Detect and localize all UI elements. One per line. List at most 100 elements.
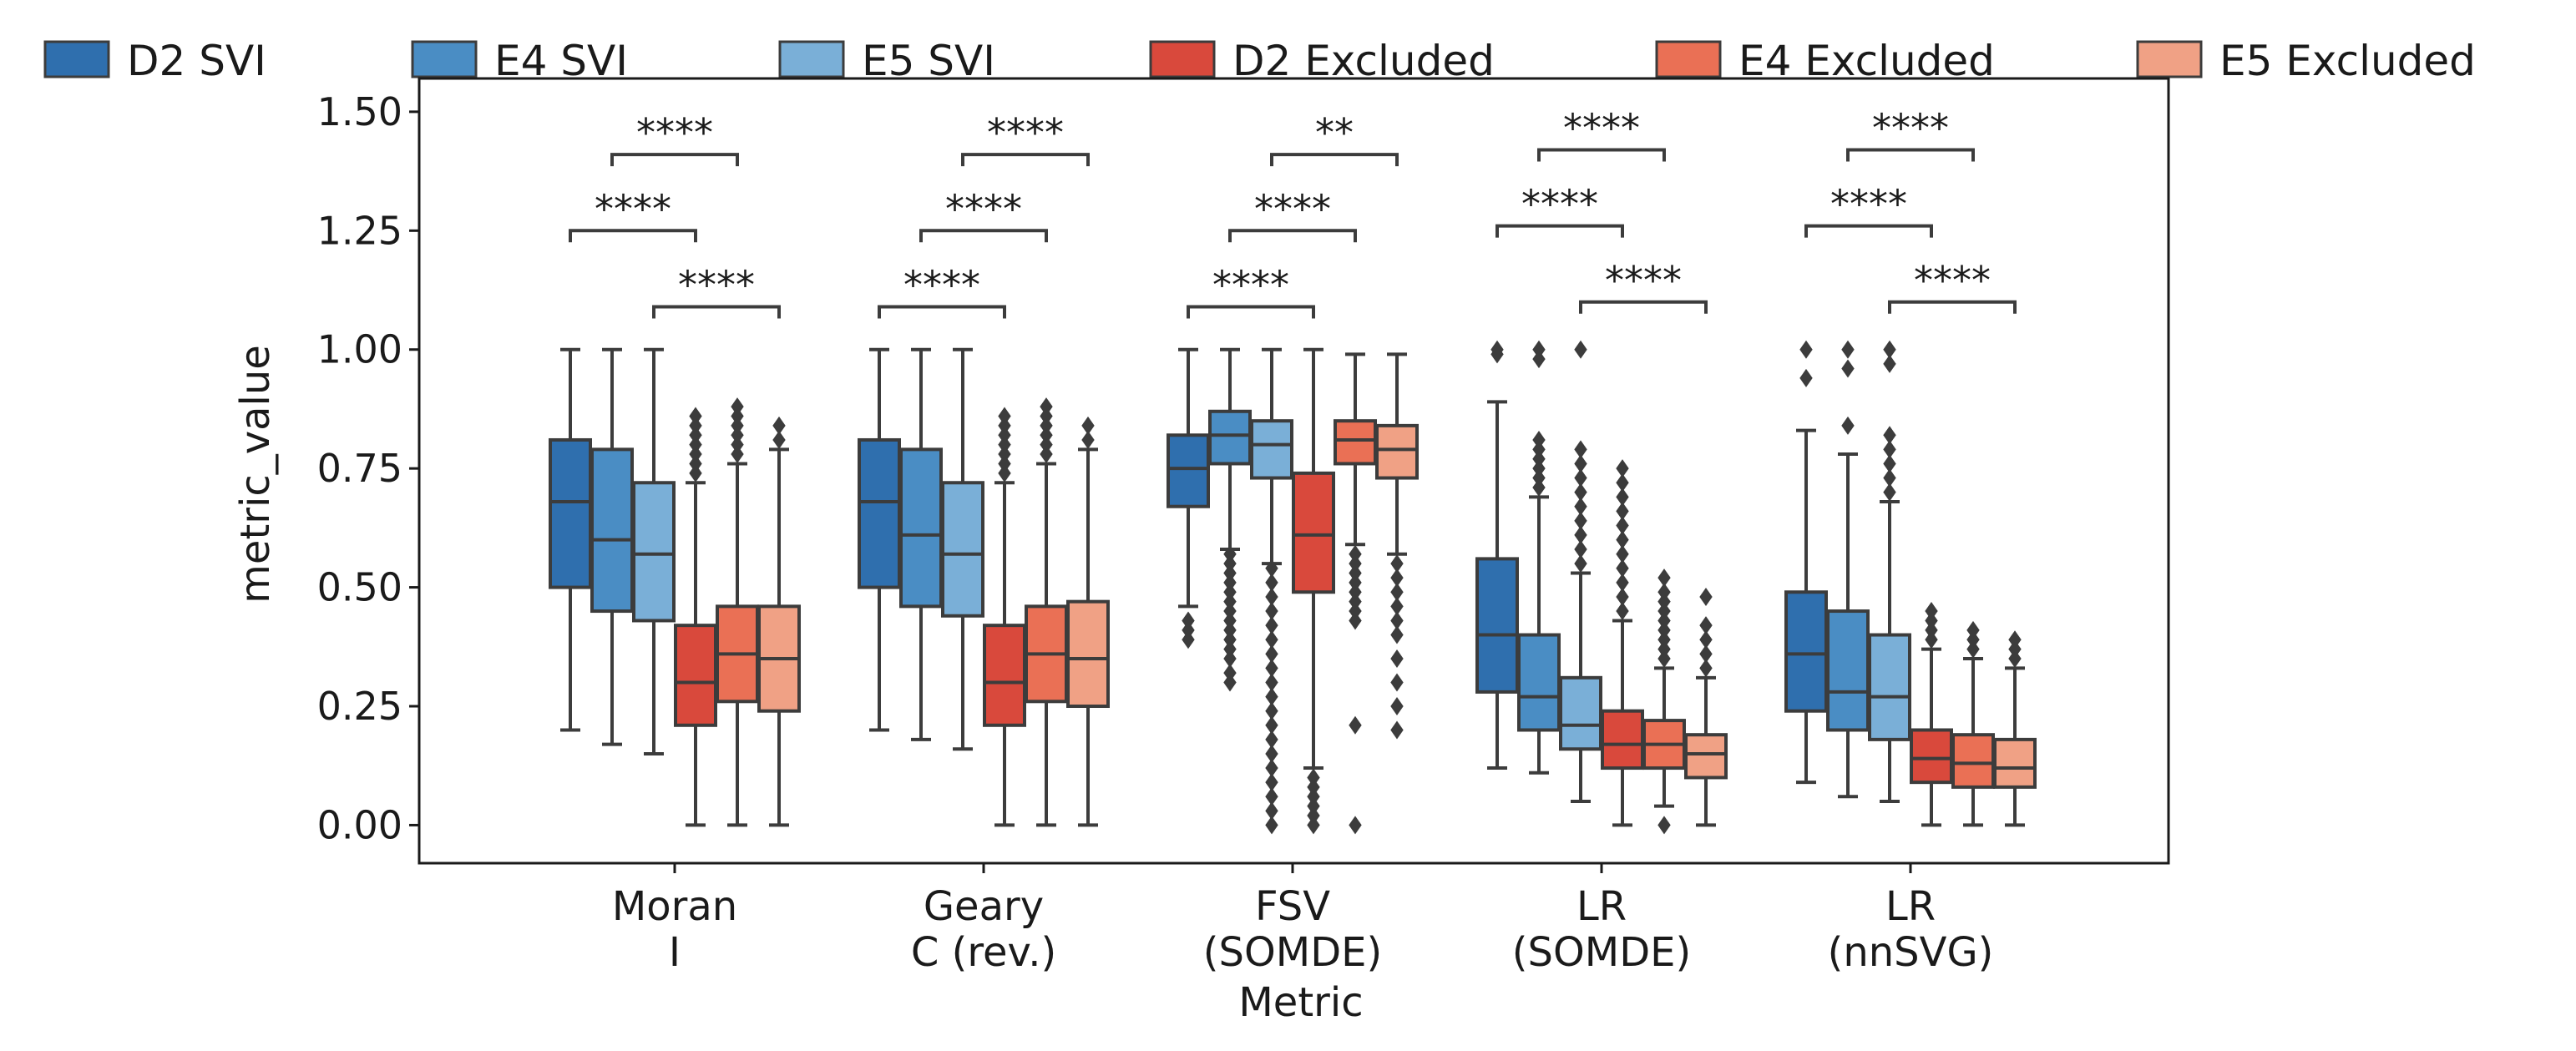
outlier-point <box>1040 416 1053 435</box>
outlier-point <box>1223 544 1237 563</box>
significance-label: **** <box>1872 105 1949 150</box>
outlier-point <box>731 426 744 445</box>
significance-bracket <box>961 153 1090 167</box>
outlier-point <box>1883 426 1896 445</box>
box-d2-excluded <box>983 407 1026 827</box>
box-iqr <box>899 447 943 609</box>
outlier-point <box>1307 777 1320 796</box>
y-tick-label: 0.25 <box>317 684 402 729</box>
outlier-point <box>1574 540 1587 558</box>
outlier-point <box>1390 611 1404 630</box>
box-e4-excluded <box>716 397 759 827</box>
outlier-point <box>1223 611 1237 630</box>
outlier-point <box>1966 620 1980 639</box>
x-tick-label-line2: C (rev.) <box>911 929 1056 976</box>
box-iqr <box>1375 423 1419 480</box>
box-iqr <box>1517 633 1561 732</box>
outlier-point <box>1616 502 1629 521</box>
outlier-point <box>1966 639 1980 659</box>
x-tick-label-line1: Geary <box>924 883 1044 930</box>
outlier-point <box>1223 563 1237 583</box>
outlier-point <box>1657 602 1671 621</box>
significance-label: **** <box>1914 258 1991 303</box>
significance-bracket <box>610 153 739 167</box>
x-tick-label-line2: (nnSVG) <box>1828 929 1994 976</box>
outlier-point <box>1265 715 1278 735</box>
outlier-point <box>1574 525 1587 544</box>
outlier-point <box>731 416 744 435</box>
outlier-point <box>1883 440 1896 459</box>
outlier-point <box>1574 483 1587 502</box>
outlier-point <box>1349 592 1362 611</box>
box-e4-excluded <box>1642 568 1686 835</box>
box-e4-svi <box>590 347 634 746</box>
outlier-point <box>1574 440 1587 459</box>
box-iqr <box>1475 557 1519 694</box>
y-tick-label: 1.25 <box>317 208 402 253</box>
outlier-point <box>1532 440 1546 459</box>
outlier-point <box>1040 407 1053 426</box>
significance-label: **** <box>1521 182 1598 227</box>
outlier-point <box>1574 454 1587 473</box>
box-e5-excluded <box>1375 352 1419 740</box>
outlier-point <box>1182 611 1195 630</box>
box-iqr <box>1559 675 1602 751</box>
outlier-point <box>772 416 786 435</box>
box-iqr <box>1784 590 1828 713</box>
outlier-point <box>1390 568 1404 588</box>
significance-bracket <box>1579 300 1708 314</box>
outlier-point <box>1490 340 1504 359</box>
outlier-point <box>1223 639 1237 659</box>
box-d2-excluded <box>1292 347 1335 835</box>
box-d2-svi <box>858 347 901 732</box>
outlier-point <box>1081 416 1095 435</box>
box-iqr <box>1250 419 1293 480</box>
outlier-point <box>998 463 1011 483</box>
outlier-point <box>772 430 786 449</box>
legend-label: D2 SVI <box>127 37 266 85</box>
outlier-point <box>1799 368 1813 387</box>
outlier-point <box>1616 488 1629 507</box>
box-iqr <box>632 481 676 623</box>
outlier-point <box>1223 554 1237 574</box>
significance-label: **** <box>1212 262 1289 307</box>
outlier-point <box>1574 497 1587 516</box>
significance-bracket <box>1270 153 1399 167</box>
significance-bracket <box>1187 305 1315 319</box>
outlier-point <box>1574 468 1587 488</box>
legend-swatch <box>1655 40 1722 78</box>
outlier-point <box>1182 620 1195 639</box>
significance-bracket <box>1495 224 1624 238</box>
outlier-point <box>1349 583 1362 602</box>
significance-label: **** <box>595 186 671 231</box>
outlier-point <box>1699 616 1713 635</box>
outlier-point <box>1532 350 1546 369</box>
x-tick-label-line1: LR <box>1576 883 1627 930</box>
outlier-point <box>1883 483 1896 502</box>
outlier-point <box>998 454 1011 473</box>
outlier-point <box>998 426 1011 445</box>
outlier-point <box>1883 354 1896 373</box>
box-d2-svi <box>1784 340 1828 785</box>
box-e5-excluded <box>1066 416 1110 827</box>
x-tick-label-line1: LR <box>1885 883 1936 930</box>
outlier-point <box>1616 530 1629 549</box>
box-iqr <box>1601 709 1644 771</box>
outlier-point <box>689 426 702 445</box>
outlier-point <box>1040 426 1053 445</box>
outlier-point <box>1307 787 1320 806</box>
outlier-point <box>731 435 744 454</box>
outlier-point <box>1699 630 1713 649</box>
outlier-point <box>1657 568 1671 588</box>
outlier-point <box>1223 664 1237 683</box>
box-e4-excluded <box>1334 352 1377 835</box>
box-e5-svi <box>941 347 984 751</box>
outlier-point <box>1532 468 1546 488</box>
outlier-point <box>1390 720 1404 740</box>
box-iqr <box>1684 733 1728 780</box>
outlier-point <box>689 407 702 426</box>
outlier-point <box>1265 673 1278 692</box>
outlier-point <box>1040 397 1053 417</box>
box-d2-svi <box>549 347 592 732</box>
